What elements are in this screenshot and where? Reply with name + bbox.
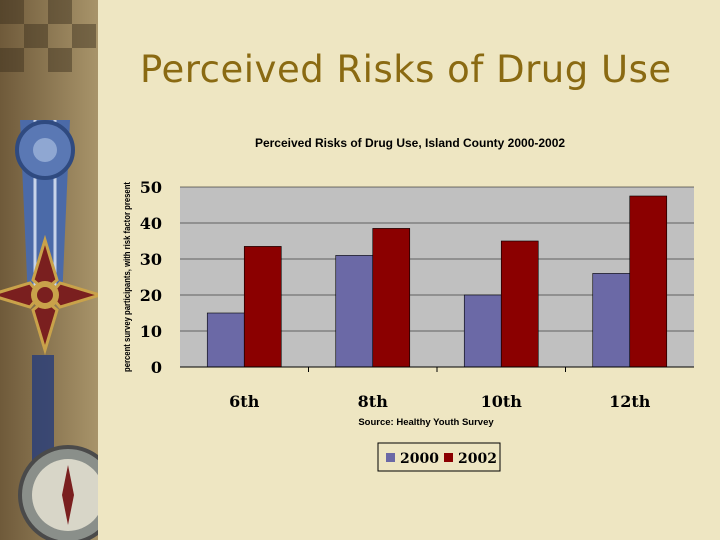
legend-label-2002: 2002 <box>458 451 497 467</box>
legend-swatch-2002 <box>444 453 453 462</box>
y-tick-label: 10 <box>140 322 162 341</box>
legend-label-2000: 2000 <box>400 451 439 467</box>
compass-icon <box>18 445 98 540</box>
y-tick-label: 0 <box>151 358 162 377</box>
legend: 2000 2002 <box>377 442 501 472</box>
x-tick-label: 12th <box>609 392 651 411</box>
bar-2002-10th <box>500 240 539 368</box>
bar-2000-6th <box>206 312 245 368</box>
x-tick-label: 6th <box>229 392 260 411</box>
y-tick-label: 20 <box>140 286 162 305</box>
x-tick-label: 8th <box>358 392 389 411</box>
bar-2002-8th <box>372 228 411 368</box>
y-tick-label: 50 <box>140 178 162 197</box>
decorative-side-panel <box>0 0 98 540</box>
y-axis-label: percent survey participants, with risk f… <box>122 181 133 372</box>
y-tick-label: 40 <box>140 214 162 233</box>
x-tick-label: 10th <box>481 392 523 411</box>
bar-2002-6th <box>243 246 282 368</box>
source-note: Source: Healthy Youth Survey <box>358 417 494 428</box>
bar-2002-12th <box>629 195 668 368</box>
bar-2000-12th <box>592 273 631 368</box>
bar-chart: Perceived Risks of Drug Use, Island Coun… <box>122 136 694 472</box>
bar-2000-8th <box>335 255 374 368</box>
chart-title: Perceived Risks of Drug Use, Island Coun… <box>255 136 565 150</box>
legend-swatch-2000 <box>386 453 395 462</box>
y-tick-label: 30 <box>140 250 162 269</box>
slide-title: Perceived Risks of Drug Use <box>140 48 672 91</box>
bar-2000-10th <box>463 294 502 368</box>
medal-icon <box>0 234 98 356</box>
